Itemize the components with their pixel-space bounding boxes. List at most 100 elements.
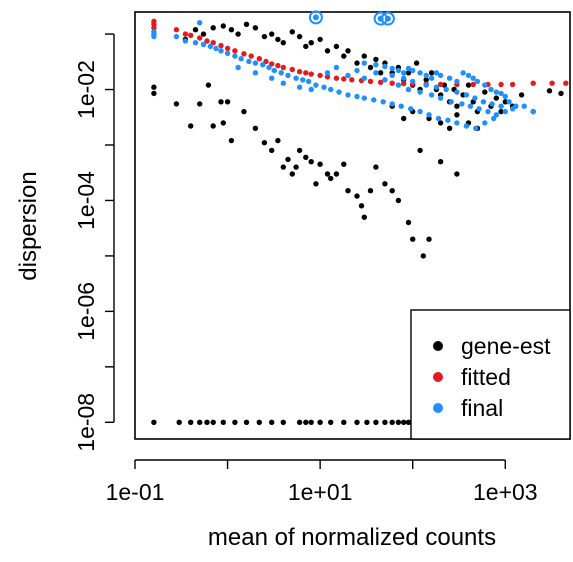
data-point xyxy=(498,108,504,115)
data-point xyxy=(454,89,460,95)
data-point xyxy=(443,86,449,93)
data-point xyxy=(341,419,347,425)
data-point xyxy=(377,79,384,86)
data-point xyxy=(324,48,331,54)
data-point xyxy=(224,99,231,105)
data-point xyxy=(446,125,453,131)
data-point xyxy=(328,175,334,182)
data-point xyxy=(428,70,435,76)
data-point xyxy=(289,171,295,177)
data-point xyxy=(448,99,454,105)
data-point xyxy=(437,159,444,165)
data-point xyxy=(317,36,323,43)
data-point xyxy=(410,67,416,74)
legend: gene-est fitted final xyxy=(410,309,571,440)
data-point xyxy=(192,40,199,46)
data-point xyxy=(405,419,412,425)
data-point xyxy=(333,75,340,81)
data-point xyxy=(241,51,247,57)
data-point xyxy=(345,188,351,194)
data-point xyxy=(530,80,536,86)
data-point xyxy=(405,65,412,72)
data-point xyxy=(482,89,488,95)
data-point xyxy=(305,78,312,85)
series-final xyxy=(151,20,536,131)
x-axis-label: mean of normalized counts xyxy=(208,524,496,551)
data-point xyxy=(530,108,536,115)
legend-swatch-fitted xyxy=(433,372,443,382)
data-point xyxy=(373,70,379,76)
data-point xyxy=(280,164,286,170)
data-point xyxy=(296,147,303,154)
data-point xyxy=(228,27,235,33)
data-point xyxy=(408,106,414,112)
data-point xyxy=(260,61,266,68)
data-point xyxy=(389,65,395,72)
data-point xyxy=(151,419,157,425)
data-point xyxy=(361,214,367,220)
data-point xyxy=(324,70,331,76)
data-point xyxy=(460,70,466,76)
y-tick-label: 1e-08 xyxy=(73,393,99,452)
data-point xyxy=(382,63,388,70)
data-point xyxy=(151,90,157,97)
data-point xyxy=(474,78,481,85)
y-tick-label: 1e-06 xyxy=(73,282,99,341)
data-point xyxy=(518,92,525,98)
data-point xyxy=(341,161,347,167)
data-point xyxy=(482,120,488,126)
data-point xyxy=(395,82,402,88)
data-point xyxy=(280,419,286,425)
data-point xyxy=(296,33,303,40)
data-point xyxy=(373,56,379,63)
data-point xyxy=(275,36,281,43)
data-point xyxy=(205,82,212,88)
data-point xyxy=(197,101,203,107)
data-point xyxy=(361,53,367,59)
data-point xyxy=(371,97,377,103)
data-point xyxy=(423,72,429,79)
data-point xyxy=(210,40,216,46)
data-point xyxy=(410,236,416,242)
series-outliers xyxy=(308,10,395,26)
data-point xyxy=(426,236,432,242)
data-point xyxy=(336,89,342,95)
data-point xyxy=(293,164,299,170)
data-point xyxy=(476,106,482,112)
data-point xyxy=(300,77,306,83)
data-point xyxy=(308,40,314,46)
data-point xyxy=(341,76,347,82)
data-point xyxy=(243,419,250,425)
data-point xyxy=(485,108,491,115)
x-tick-label: 1e+01 xyxy=(288,479,353,505)
data-point xyxy=(232,53,238,59)
data-point xyxy=(269,75,275,81)
data-point xyxy=(280,80,286,86)
data-point xyxy=(361,95,367,101)
data-point xyxy=(232,48,238,54)
data-point xyxy=(248,53,254,59)
data-point xyxy=(220,120,226,126)
data-point xyxy=(220,23,226,29)
data-point xyxy=(498,103,504,109)
data-point xyxy=(200,31,207,37)
data-point xyxy=(437,72,444,79)
data-point xyxy=(454,103,460,109)
data-point xyxy=(470,81,476,88)
data-point xyxy=(197,20,203,26)
data-point xyxy=(289,29,295,35)
data-point xyxy=(493,89,499,95)
data-point xyxy=(417,70,423,76)
data-point xyxy=(395,419,402,425)
data-point xyxy=(266,64,272,71)
data-point xyxy=(493,112,499,118)
data-point xyxy=(489,101,495,107)
data-point xyxy=(151,25,157,31)
data-point xyxy=(472,95,478,101)
data-point xyxy=(405,70,412,76)
outlier-ring xyxy=(308,10,323,25)
data-point xyxy=(285,72,291,79)
data-point xyxy=(358,203,365,209)
data-point xyxy=(498,90,504,97)
data-point xyxy=(252,25,259,31)
